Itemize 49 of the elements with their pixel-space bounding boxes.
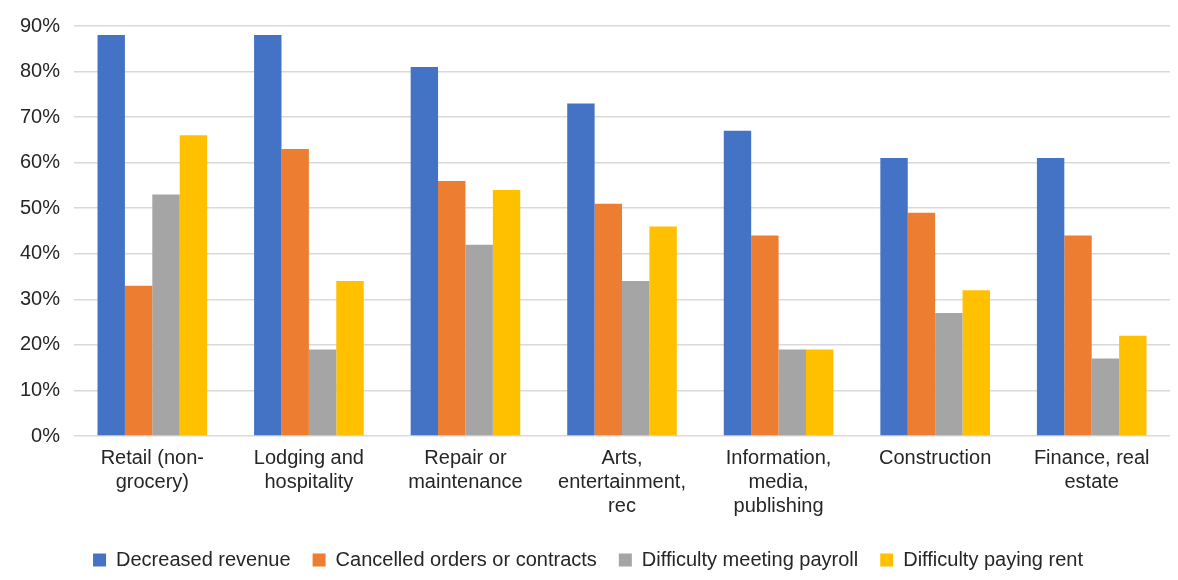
y-tick-label: 10% (20, 377, 61, 400)
bar (594, 203, 623, 436)
bar (179, 135, 208, 436)
bar (935, 313, 963, 436)
bar (622, 281, 650, 436)
y-tick-label: 30% (20, 286, 61, 309)
bar (281, 149, 309, 436)
x-tick-label: Repair or maintenance (408, 445, 523, 492)
x-tick-label: Finance, real estate (1033, 445, 1150, 492)
bar (962, 290, 990, 436)
y-tick-label: 60% (20, 150, 61, 173)
bar (751, 235, 779, 436)
y-tick-label: 0% (31, 423, 61, 446)
bar (438, 180, 466, 436)
y-tick-label: 80% (20, 59, 61, 82)
bar (1119, 335, 1147, 436)
bar (492, 190, 521, 436)
bar (778, 349, 806, 436)
legend-label: Cancelled orders or contracts (335, 547, 597, 570)
bar (649, 226, 677, 436)
x-tick-label: Retail (non-grocery) (100, 445, 205, 492)
bar (124, 285, 153, 436)
y-tick-label: 90% (20, 13, 61, 36)
bar (308, 349, 337, 436)
bar (1036, 158, 1065, 436)
bar (1064, 235, 1092, 436)
bar (410, 67, 439, 436)
x-tick-label: Information, media, publishing (725, 445, 832, 516)
y-tick-label: 70% (20, 104, 61, 127)
bar (1091, 358, 1120, 436)
legend-label: Difficulty paying rent (903, 547, 1084, 570)
legend-label: Difficulty meeting payroll (641, 547, 859, 570)
x-tick-label: Arts, entertainment, rec (558, 445, 686, 516)
bar (97, 35, 125, 436)
bar (336, 281, 364, 436)
y-tick-label: 50% (20, 195, 61, 218)
y-tick-label: 20% (20, 332, 61, 355)
bar (567, 103, 595, 436)
y-tick-label: 40% (20, 241, 61, 264)
bar (723, 130, 752, 436)
x-tick-label: Construction (879, 445, 992, 468)
bar (254, 35, 282, 436)
x-tick-label: Lodging and hospitality (253, 445, 364, 492)
bar (152, 194, 180, 436)
bar (880, 158, 908, 436)
bar (465, 244, 493, 436)
bar (907, 212, 936, 436)
legend-label: Decreased revenue (116, 547, 291, 570)
bar (805, 349, 834, 436)
